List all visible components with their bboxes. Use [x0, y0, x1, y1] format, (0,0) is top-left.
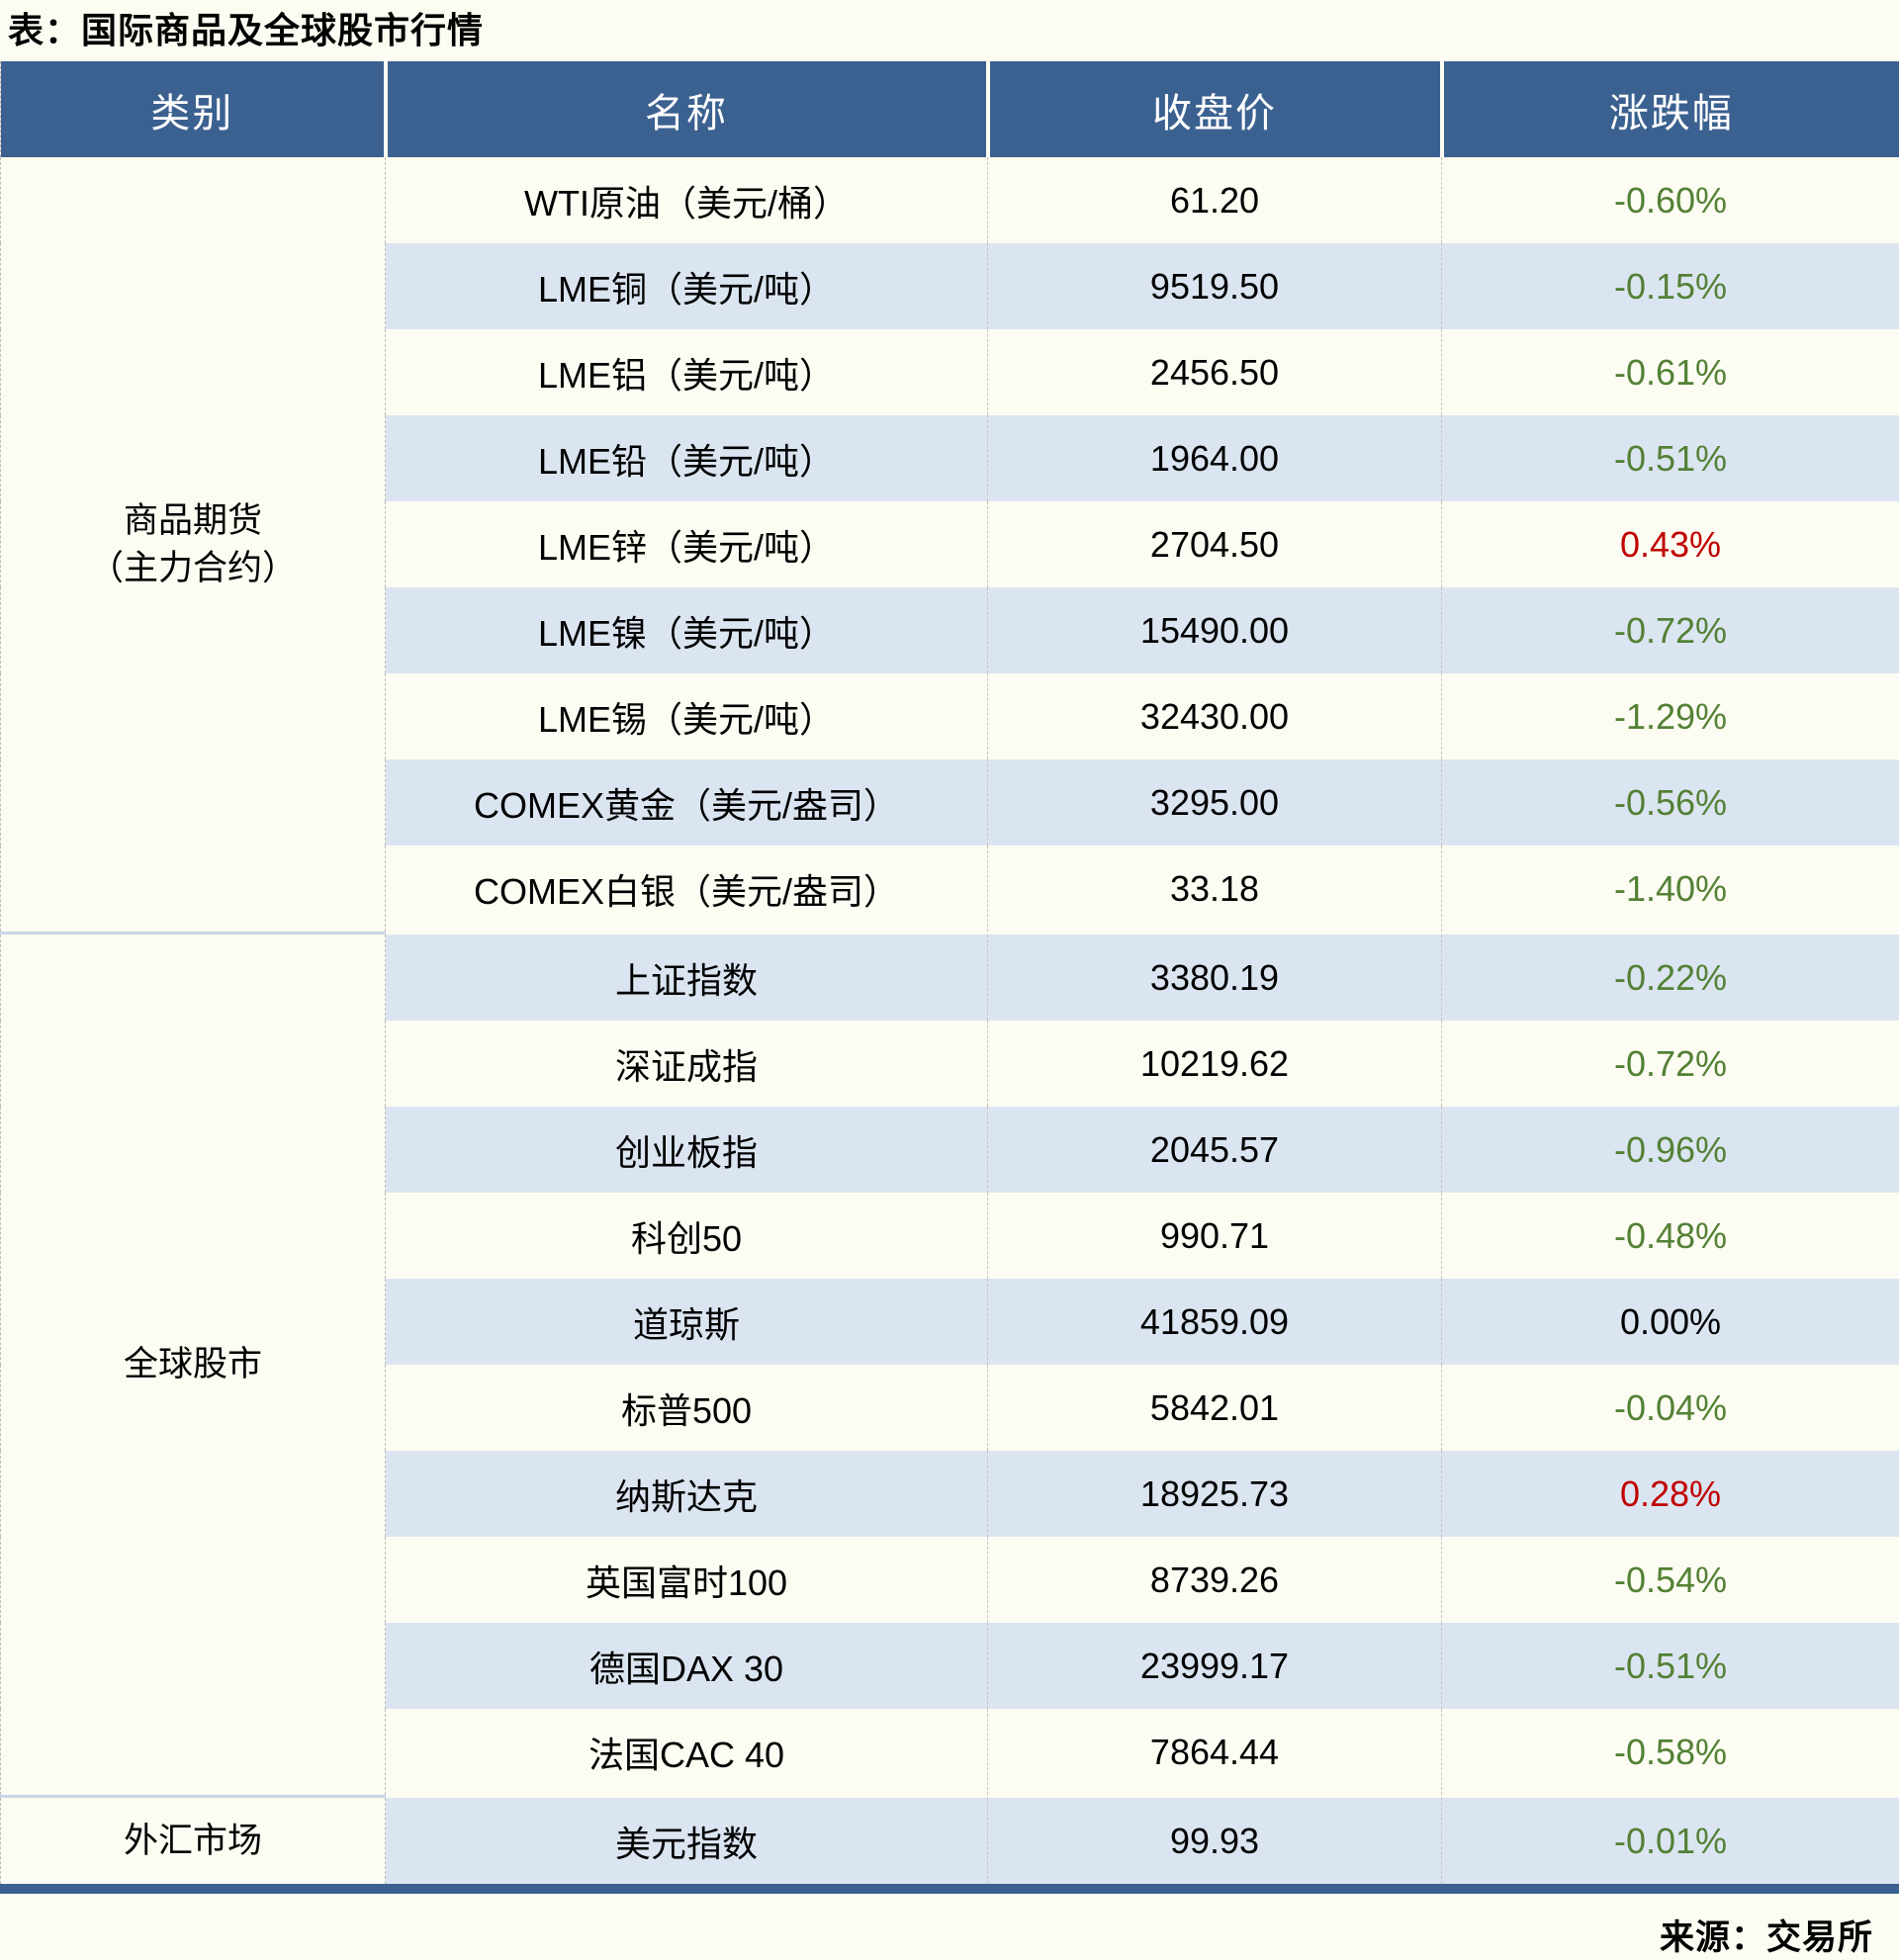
close-cell: 23999.17	[988, 1623, 1442, 1709]
name-cell: 德国DAX 30	[386, 1623, 988, 1709]
close-cell: 990.71	[988, 1193, 1442, 1279]
name-cell: 纳斯达克	[386, 1451, 988, 1537]
change-cell: -0.61%	[1442, 329, 1899, 415]
category-cell: 全球股市	[1, 934, 386, 1797]
header-category: 类别	[1, 61, 386, 157]
table-row: 商品期货（主力合约）WTI原油（美元/桶）61.20-0.60%	[1, 157, 1899, 243]
change-cell: 0.43%	[1442, 501, 1899, 587]
name-cell: 科创50	[386, 1193, 988, 1279]
close-cell: 8739.26	[988, 1537, 1442, 1623]
change-cell: -0.72%	[1442, 1021, 1899, 1107]
change-cell: 0.00%	[1442, 1279, 1899, 1365]
close-cell: 5842.01	[988, 1365, 1442, 1451]
name-cell: LME锌（美元/吨）	[386, 501, 988, 587]
change-cell: 0.28%	[1442, 1451, 1899, 1537]
change-cell: -0.01%	[1442, 1797, 1899, 1890]
name-cell: 法国CAC 40	[386, 1709, 988, 1797]
change-cell: -0.51%	[1442, 415, 1899, 501]
close-cell: 18925.73	[988, 1451, 1442, 1537]
close-cell: 10219.62	[988, 1021, 1442, 1107]
name-cell: COMEX黄金（美元/盎司）	[386, 759, 988, 846]
name-cell: 美元指数	[386, 1797, 988, 1890]
name-cell: COMEX白银（美元/盎司）	[386, 846, 988, 934]
market-table-body: 商品期货（主力合约）WTI原油（美元/桶）61.20-0.60%LME铜（美元/…	[1, 157, 1899, 1889]
table-header: 类别 名称 收盘价 涨跌幅	[1, 61, 1899, 157]
close-cell: 41859.09	[988, 1279, 1442, 1365]
close-cell: 15490.00	[988, 587, 1442, 673]
change-cell: -0.51%	[1442, 1623, 1899, 1709]
header-close: 收盘价	[988, 61, 1442, 157]
close-cell: 2704.50	[988, 501, 1442, 587]
name-cell: LME镍（美元/吨）	[386, 587, 988, 673]
change-cell: -0.96%	[1442, 1107, 1899, 1193]
close-cell: 3295.00	[988, 759, 1442, 846]
category-cell: 外汇市场	[1, 1797, 386, 1890]
name-cell: WTI原油（美元/桶）	[386, 157, 988, 243]
change-cell: -0.72%	[1442, 587, 1899, 673]
change-cell: -0.15%	[1442, 243, 1899, 329]
change-cell: -0.22%	[1442, 934, 1899, 1022]
market-table: 类别 名称 收盘价 涨跌幅 商品期货（主力合约）WTI原油（美元/桶）61.20…	[0, 61, 1899, 1894]
close-cell: 7864.44	[988, 1709, 1442, 1797]
change-cell: -1.29%	[1442, 673, 1899, 759]
name-cell: LME锡（美元/吨）	[386, 673, 988, 759]
name-cell: 道琼斯	[386, 1279, 988, 1365]
change-cell: -0.56%	[1442, 759, 1899, 846]
change-cell: -0.04%	[1442, 1365, 1899, 1451]
close-cell: 32430.00	[988, 673, 1442, 759]
change-cell: -0.48%	[1442, 1193, 1899, 1279]
category-cell: 商品期货（主力合约）	[1, 157, 386, 934]
header-change: 涨跌幅	[1442, 61, 1899, 157]
name-cell: 上证指数	[386, 934, 988, 1022]
close-cell: 3380.19	[988, 934, 1442, 1022]
close-cell: 99.93	[988, 1797, 1442, 1890]
source-note: 来源：交易所	[0, 1894, 1899, 1960]
page-title: 表：国际商品及全球股市行情	[0, 0, 1899, 61]
change-cell: -0.54%	[1442, 1537, 1899, 1623]
name-cell: LME铅（美元/吨）	[386, 415, 988, 501]
name-cell: 创业板指	[386, 1107, 988, 1193]
close-cell: 2456.50	[988, 329, 1442, 415]
change-cell: -1.40%	[1442, 846, 1899, 934]
name-cell: 深证成指	[386, 1021, 988, 1107]
close-cell: 9519.50	[988, 243, 1442, 329]
header-name: 名称	[386, 61, 988, 157]
change-cell: -0.58%	[1442, 1709, 1899, 1797]
close-cell: 1964.00	[988, 415, 1442, 501]
close-cell: 61.20	[988, 157, 1442, 243]
change-cell: -0.60%	[1442, 157, 1899, 243]
name-cell: LME铝（美元/吨）	[386, 329, 988, 415]
close-cell: 33.18	[988, 846, 1442, 934]
close-cell: 2045.57	[988, 1107, 1442, 1193]
name-cell: 英国富时100	[386, 1537, 988, 1623]
name-cell: 标普500	[386, 1365, 988, 1451]
name-cell: LME铜（美元/吨）	[386, 243, 988, 329]
